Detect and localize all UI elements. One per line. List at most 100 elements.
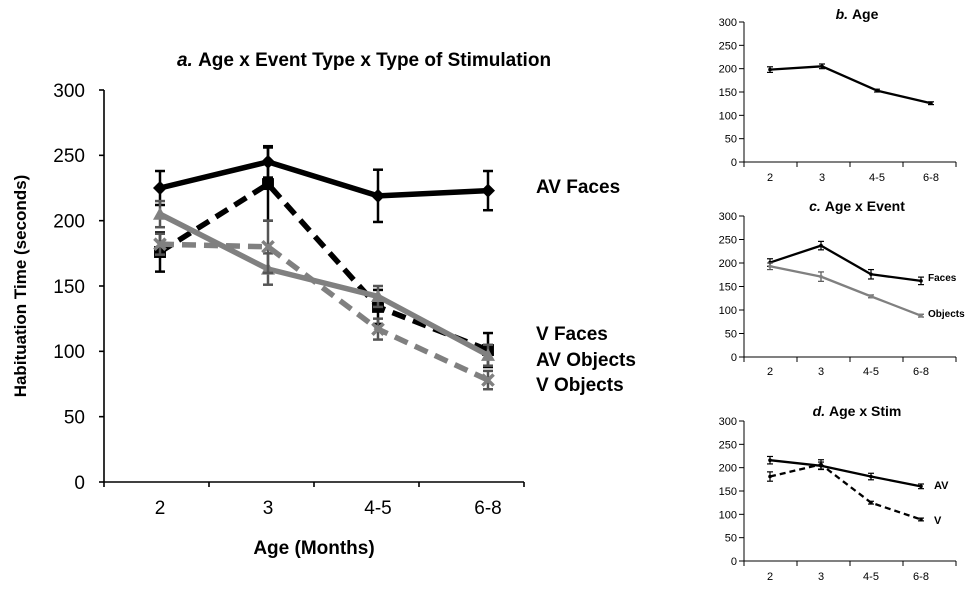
series-line: [158, 181, 490, 353]
y-tick-label: 150: [53, 277, 85, 298]
chart-title: a. Age x Event Type x Type of Stimulatio…: [177, 50, 551, 71]
x-tick-label: 6-8: [913, 366, 929, 378]
y-tick-label: 150: [719, 486, 737, 498]
chart-title-prefix: c.: [809, 198, 825, 214]
chart-title: d. Age x Stim: [813, 403, 902, 419]
y-tick-label: 100: [719, 110, 737, 122]
data-point: [875, 88, 879, 93]
data-point: [768, 458, 772, 463]
x-tick-label: 4-5: [863, 571, 879, 583]
chart-title-text: Age x Event Type x Type of Stimulation: [198, 50, 551, 71]
y-tick-label: 200: [719, 463, 737, 475]
y-tick-label: 50: [725, 533, 737, 545]
x-tick-label: 6-8: [474, 498, 501, 519]
series-label: AV: [934, 480, 949, 492]
y-tick-label: 150: [719, 87, 737, 99]
data-point: [768, 67, 772, 72]
y-tick-label: 250: [719, 439, 737, 451]
series-line: [769, 459, 922, 488]
data-point: [819, 462, 823, 467]
y-tick-label: 200: [719, 258, 737, 270]
x-axis-label: Age (Months): [253, 538, 374, 559]
y-tick-label: 300: [719, 211, 737, 223]
data-point: [919, 279, 923, 283]
y-tick-label: 250: [719, 40, 737, 52]
series-line: [769, 265, 922, 317]
x-tick-label: 3: [263, 498, 274, 519]
series-0: [767, 63, 934, 106]
y-tick-label: 100: [719, 305, 737, 317]
chart-title-text: Age: [852, 6, 879, 22]
series-line: [158, 211, 490, 358]
data-point-marker: [262, 178, 274, 191]
y-tick-label: 300: [719, 17, 737, 29]
chart-title-text: Age x Event: [825, 198, 905, 214]
series-objects: Objects: [767, 262, 965, 320]
y-tick-label: 0: [731, 556, 737, 568]
data-point: [869, 500, 873, 505]
y-tick-label: 0: [74, 473, 85, 494]
series-line: [159, 159, 489, 199]
y-tick-label: 50: [725, 134, 737, 146]
series-label: V: [934, 515, 942, 527]
series-v: V: [767, 459, 942, 527]
data-point-marker: [153, 181, 167, 195]
data-point: [919, 313, 923, 318]
chart-a: 0 50 100 150 200 250 300 2 3 4-5 6-8 a. Age x Event…: [11, 50, 636, 559]
x-tick-label: 4-5: [863, 366, 879, 378]
series-v-objects: V Objects: [153, 219, 624, 396]
chart-b: 0 50 100 150 200 250 300 2 3 4-5 6-8 b. Age: [719, 6, 957, 184]
y-tick-label: 150: [719, 281, 737, 293]
series-faces: Faces: [767, 240, 957, 286]
series-line: [769, 244, 922, 283]
x-tick-label: 2: [767, 172, 773, 184]
y-tick-label: 50: [64, 408, 85, 429]
series-label: AV Objects: [536, 350, 636, 371]
y-tick-label: 250: [719, 234, 737, 246]
series-line: [159, 241, 490, 383]
data-point: [919, 484, 923, 489]
x-tick-label: 2: [155, 498, 166, 519]
data-point: [869, 474, 873, 479]
chart-title-prefix: a.: [177, 50, 198, 71]
data-point: [869, 272, 873, 277]
x-tick-label: 3: [818, 366, 824, 378]
series-label: Faces: [928, 273, 957, 284]
y-tick-label: 0: [731, 352, 737, 364]
data-point: [929, 101, 933, 105]
data-point: [919, 517, 923, 522]
x-tick-label: 6-8: [913, 571, 929, 583]
series-label: V Objects: [536, 375, 624, 396]
series-line: [769, 65, 932, 105]
series-line: [769, 463, 922, 521]
data-point: [819, 274, 823, 279]
data-point-marker: [371, 188, 385, 203]
x-tick-label: 4-5: [869, 172, 885, 184]
x-tick-label: 6-8: [923, 172, 939, 184]
y-tick-label: 300: [53, 81, 85, 102]
y-tick-label: 200: [719, 64, 737, 76]
chart-title: b. Age: [836, 6, 879, 22]
y-tick-label: 0: [731, 157, 737, 169]
data-point-marker: [261, 239, 275, 254]
y-tick-label: 50: [725, 328, 737, 340]
data-point: [768, 264, 772, 269]
y-tick-label: 250: [53, 146, 85, 167]
series-label: V Faces: [536, 324, 608, 345]
x-tick-label: 2: [767, 571, 773, 583]
data-point: [869, 294, 873, 299]
chart-title-prefix: b.: [836, 6, 852, 22]
y-tick-label: 100: [53, 342, 85, 363]
series-av-objects: AV Objects: [153, 199, 636, 371]
data-point-marker: [481, 373, 495, 387]
series-label: AV Faces: [536, 177, 620, 198]
y-axis-label: Habituation Time (seconds): [11, 175, 30, 398]
y-tick-label: 300: [719, 416, 737, 428]
x-tick-label: 4-5: [364, 498, 391, 519]
x-tick-label: 3: [818, 571, 824, 583]
data-point-marker: [153, 237, 167, 252]
data-point-marker: [153, 207, 167, 220]
data-point: [819, 243, 823, 248]
